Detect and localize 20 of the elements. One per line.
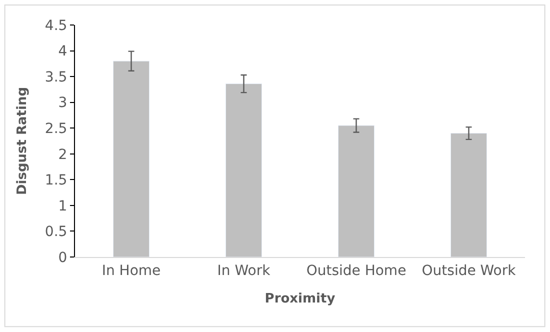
y-tick-label: 3 — [58, 95, 68, 112]
x-tick-label: Outside Work — [422, 262, 517, 279]
x-axis-title: Proximity — [264, 291, 336, 306]
y-axis-title: Disgust Rating — [14, 86, 30, 196]
bar — [450, 133, 487, 257]
y-tick-label: 1.5 — [44, 172, 68, 189]
y-tick-label: 2.5 — [44, 121, 68, 138]
bar — [113, 60, 150, 257]
y-tick-label: 4.5 — [44, 18, 68, 34]
x-tick-label: Outside Home — [306, 262, 406, 279]
y-tick-label: 2 — [58, 146, 68, 163]
x-tick-label: In Work — [217, 262, 272, 279]
y-tick-label: 0.5 — [44, 224, 68, 240]
bar — [226, 84, 262, 257]
y-tick-label: 1 — [58, 198, 68, 214]
y-tick-label: 3.5 — [44, 69, 68, 86]
y-tick-label: 0 — [58, 250, 68, 266]
y-tick-label: 4 — [58, 44, 68, 60]
bar — [338, 125, 374, 257]
x-tick-label: In Home — [102, 262, 161, 279]
